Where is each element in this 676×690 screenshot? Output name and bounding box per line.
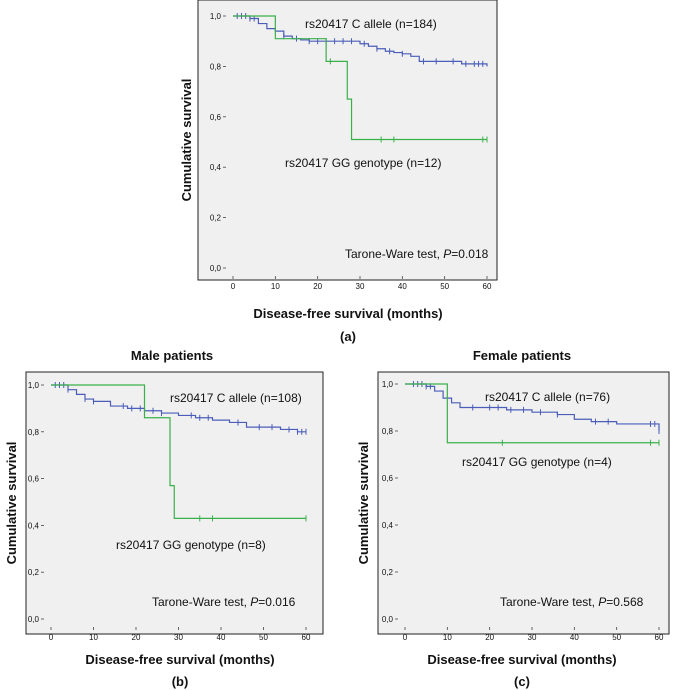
y-axis-label-b: Cumulative survival [4, 442, 19, 565]
x-tick-label: 0 [403, 633, 408, 642]
y-tick-label: 0,2 [28, 568, 40, 577]
panel-title-b: Male patients [131, 348, 213, 363]
x-tick-label: 40 [570, 633, 579, 642]
test-annotation-a: Tarone-Ware test, P=0.018 [345, 247, 489, 261]
y-tick-label: 0,2 [210, 214, 222, 223]
panel-label-c: (c) [514, 674, 530, 689]
panel-label-a: (a) [340, 329, 356, 344]
x-tick-label: 20 [132, 633, 141, 642]
x-ticks-a: 0 10 20 30 40 50 60 [231, 276, 492, 291]
x-axis-label-b: Disease-free survival (months) [85, 652, 274, 667]
x-tick-label: 40 [217, 633, 226, 642]
y-tick-label: 1,0 [382, 380, 394, 389]
y-tick-label: 0,2 [382, 568, 394, 577]
x-axis-label-a: Disease-free survival (months) [253, 306, 442, 321]
y-tick-label: 1,0 [210, 12, 222, 21]
y-tick-label: 0,0 [28, 615, 40, 624]
test-annotation-c: Tarone-Ware test, P=0.568 [500, 595, 644, 609]
legend-c-allele-a: rs20417 C allele (n=184) [305, 17, 437, 31]
y-tick-label: 0,6 [210, 113, 222, 122]
y-ticks-a: 0,0 0,2 0,4 0,6 0,8 1,0 [210, 12, 226, 273]
legend-c-allele-b: rs20417 C allele (n=108) [170, 391, 302, 405]
x-tick-label: 10 [89, 633, 98, 642]
panel-title-c: Female patients [473, 348, 571, 363]
panel-c: Female patients 0,0 0,2 0,4 0,6 0,8 1,0 0 10 20… [356, 348, 670, 689]
series-lines-b [51, 382, 307, 522]
panel-label-b: (b) [172, 674, 189, 689]
y-ticks-c: 0,0 0,2 0,4 0,6 0,8 1,0 [382, 380, 398, 624]
x-tick-label: 60 [302, 633, 311, 642]
x-tick-label: 30 [174, 633, 183, 642]
x-tick-label: 50 [259, 633, 268, 642]
legend-gg-genotype-a: rs20417 GG genotype (n=12) [285, 156, 441, 170]
legend-gg-genotype-c: rs20417 GG genotype (n=4) [462, 455, 612, 469]
y-ticks-b: 0,0 0,2 0,4 0,6 0,8 1,0 [28, 381, 44, 624]
x-tick-label: 30 [528, 633, 537, 642]
x-tick-label: 50 [440, 282, 449, 291]
x-tick-label: 10 [271, 282, 280, 291]
x-tick-label: 20 [485, 633, 494, 642]
series-line-gg-genotype [51, 384, 306, 519]
legend-gg-genotype-b: rs20417 GG genotype (n=8) [116, 538, 266, 552]
x-tick-label: 50 [612, 633, 621, 642]
x-tick-label: 20 [313, 282, 322, 291]
x-tick-label: 30 [356, 282, 365, 291]
x-tick-label: 0 [231, 282, 236, 291]
y-tick-label: 0,4 [382, 521, 394, 530]
x-tick-label: 60 [655, 633, 664, 642]
y-tick-label: 0,6 [382, 474, 394, 483]
x-tick-label: 10 [443, 633, 452, 642]
y-tick-label: 1,0 [28, 381, 40, 390]
x-axis-label-c: Disease-free survival (months) [427, 652, 616, 667]
y-tick-label: 0,4 [28, 521, 40, 530]
series-lines-a [233, 13, 488, 143]
x-ticks-c: 0 10 20 30 40 50 60 [403, 627, 664, 642]
x-tick-label: 60 [483, 282, 492, 291]
y-axis-label-a: Cumulative survival [179, 79, 194, 202]
x-tick-label: 40 [398, 282, 407, 291]
y-axis-label-c: Cumulative survival [356, 442, 371, 565]
panel-a: 0,0 0,2 0,4 0,6 0,8 1,0 0 10 20 30 40 50 60 rs20417… [179, 0, 498, 344]
y-tick-label: 0,6 [28, 475, 40, 484]
x-ticks-b: 0 10 20 30 40 50 60 [49, 627, 311, 642]
y-tick-label: 0,4 [210, 163, 222, 172]
legend-c-allele-c: rs20417 C allele (n=76) [485, 390, 610, 404]
x-tick-label: 0 [49, 633, 54, 642]
y-tick-label: 0,8 [28, 428, 40, 437]
y-tick-label: 0,8 [382, 427, 394, 436]
y-tick-label: 0,8 [210, 62, 222, 71]
panel-b: Male patients 0,0 0,2 0,4 0,6 0,8 1,0 0 10 20 30… [4, 348, 324, 689]
test-annotation-b: Tarone-Ware test, P=0.016 [152, 595, 296, 609]
series-line-gg-genotype [405, 383, 659, 444]
series-lines-c [405, 381, 660, 446]
series-line-gg-genotype [233, 15, 487, 141]
y-tick-label: 0,0 [382, 615, 394, 624]
plot-area-c [377, 371, 670, 635]
y-tick-label: 0,0 [210, 264, 222, 273]
